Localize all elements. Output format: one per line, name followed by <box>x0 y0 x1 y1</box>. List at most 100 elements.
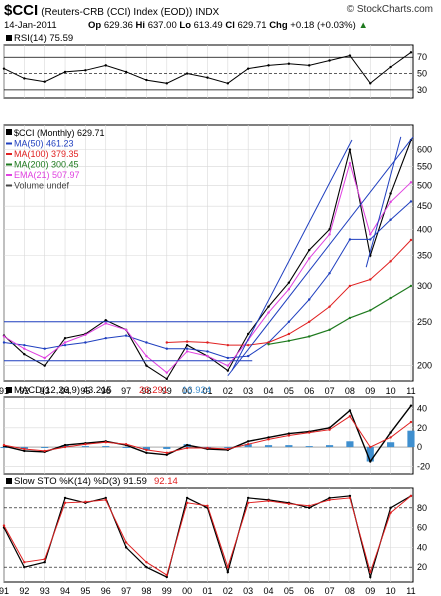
macd-signal-point <box>348 415 352 418</box>
rsi-point <box>246 67 250 70</box>
sto-d-point <box>369 570 372 574</box>
brand-logo[interactable]: © StockCharts.com <box>346 4 433 15</box>
price-series-point <box>185 343 189 347</box>
rsi-tick-label: 70 <box>417 52 427 62</box>
up-arrow-icon: ▲ <box>358 20 368 31</box>
macd-histogram-bar <box>122 447 130 449</box>
price-series-point <box>267 311 270 314</box>
price-series-point <box>287 332 291 336</box>
rsi-legend-swatch <box>6 35 12 41</box>
price-series-point <box>246 332 250 336</box>
price-series-point <box>409 181 413 184</box>
macd-point <box>23 449 26 453</box>
price-series-point <box>287 288 291 291</box>
price-tick-label: 250 <box>417 317 432 327</box>
sto-d-point <box>185 501 189 505</box>
sto-k-point <box>63 496 67 500</box>
sto-d-point <box>2 524 6 527</box>
macd-legend-swatch <box>6 387 12 393</box>
x-tick-label: 05 <box>284 586 294 596</box>
price-series-point <box>226 356 230 360</box>
sto-d-point <box>226 565 230 569</box>
x-tick-label: 01 <box>202 386 212 396</box>
x-tick-label: 02 <box>223 386 233 396</box>
price-tick-label: 300 <box>417 281 432 291</box>
x-tick-label: 09 <box>365 586 375 596</box>
price-legend-swatch <box>6 129 12 135</box>
macd-signal-point <box>84 442 87 446</box>
rsi-point <box>104 64 107 67</box>
price-series-point <box>348 316 352 320</box>
price-series-point <box>348 148 352 151</box>
rsi-point <box>185 72 189 75</box>
price-series-point <box>165 371 168 374</box>
price-series-point <box>63 343 67 347</box>
macd-signal-point <box>369 445 372 449</box>
price-series-point <box>328 228 331 231</box>
sto-d-point <box>63 501 67 505</box>
macd-tick-label: 20 <box>417 423 427 433</box>
price-series-point <box>226 364 230 367</box>
price-series-point <box>389 218 392 221</box>
macd-point <box>287 432 291 435</box>
sto-d-point <box>409 494 413 498</box>
price-series-point <box>145 341 148 344</box>
x-tick-label: 03 <box>243 386 253 396</box>
macd-histogram-bar <box>346 441 354 448</box>
macd-signal-point <box>226 447 230 451</box>
price-series-point <box>226 343 230 347</box>
quote-bar: Op 629.36 Hi 637.00 Lo 613.49 Cl 629.71 … <box>88 20 368 31</box>
x-tick-label: 94 <box>60 586 70 596</box>
macd-signal-point <box>308 431 311 434</box>
x-tick-label: 94 <box>60 386 70 396</box>
macd-signal-point <box>389 436 392 439</box>
sto-k-point <box>124 546 128 549</box>
macd-legend: MACD(12,26,9) 43.215 <box>14 385 112 396</box>
rsi-point <box>287 62 291 65</box>
macd-point <box>246 440 250 443</box>
x-tick-label: 99 <box>162 586 172 596</box>
x-tick-label: 06 <box>304 586 314 596</box>
macd-histogram-bar <box>264 445 273 448</box>
macd-tick-label: -20 <box>417 461 430 471</box>
x-tick-label: 07 <box>325 586 335 596</box>
macd-signal-point <box>23 447 26 451</box>
price-series-point <box>63 341 67 344</box>
price-series-point <box>328 328 331 332</box>
index-name: (Reuters-CRB (CCI) Index (EOD)) <box>41 7 193 18</box>
macd-histogram-bar <box>224 447 232 449</box>
macd-point <box>145 451 148 455</box>
sto-k-point <box>389 506 392 509</box>
price-series-point <box>165 347 168 350</box>
x-tick-label: 04 <box>264 586 274 596</box>
price-legend-entry: MA(100) 379.35 <box>14 149 79 159</box>
price-series-point <box>369 233 372 236</box>
price-series-point <box>308 320 311 323</box>
price-series-point <box>84 341 87 344</box>
price-series-point <box>308 248 311 252</box>
macd-point <box>389 431 392 434</box>
sto-d-point <box>145 561 148 564</box>
price-series-point <box>185 347 189 350</box>
x-tick-label: 99 <box>162 386 172 396</box>
price-series-point <box>409 200 413 203</box>
macd-histogram-bar <box>285 445 293 448</box>
rsi-point <box>165 82 168 85</box>
sto-k-point <box>328 496 331 500</box>
x-tick-label: 95 <box>80 586 90 596</box>
price-series-point <box>84 333 87 336</box>
rsi-point <box>124 70 128 74</box>
x-tick-label: 98 <box>141 586 151 596</box>
x-tick-label: 97 <box>121 386 131 396</box>
x-tick-label: 11 <box>406 386 415 396</box>
macd-point <box>369 460 372 463</box>
price-legend-entry: $CCI (Monthly) 629.71 <box>14 128 105 138</box>
macd-signal-point <box>328 428 331 431</box>
price-series-point <box>328 305 331 308</box>
sto-d-point <box>43 558 46 561</box>
sto-d-point <box>308 504 311 508</box>
x-tick-label: 10 <box>386 386 396 396</box>
sto-tick-label: 60 <box>417 523 427 533</box>
macd-histogram-bar <box>163 447 171 449</box>
price-series-point <box>389 200 392 204</box>
